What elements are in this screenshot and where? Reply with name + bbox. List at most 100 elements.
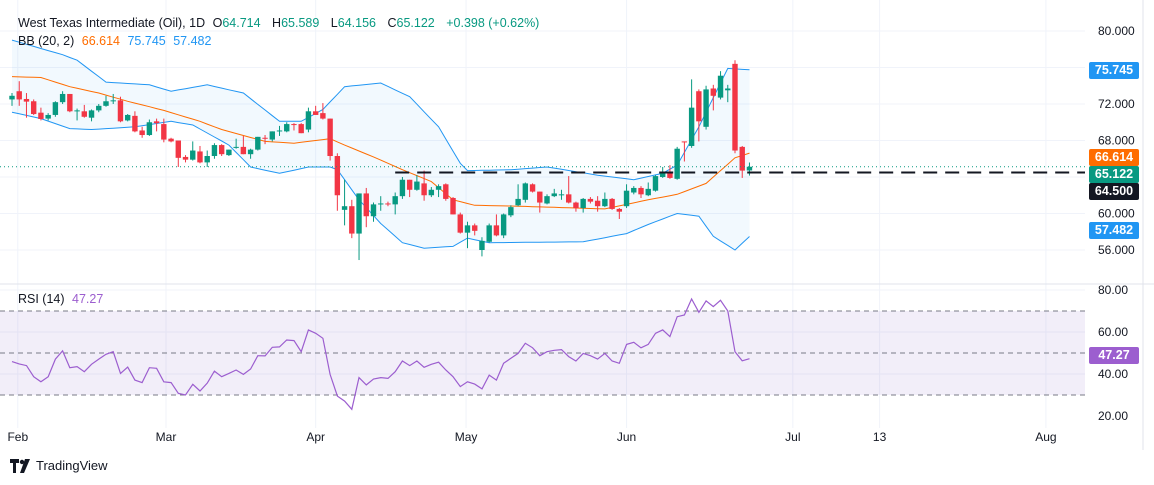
candle-body <box>464 225 471 233</box>
candle-body <box>197 151 203 163</box>
candle-body <box>652 176 659 191</box>
candle-body <box>537 191 543 203</box>
open-value: 64.714 <box>222 16 261 30</box>
price-tick-label: 56.000 <box>1098 243 1135 257</box>
candles <box>9 60 753 261</box>
candle-body <box>558 194 565 196</box>
price-tick-label: 80.000 <box>1098 24 1135 38</box>
candle-body <box>385 203 391 205</box>
candle-body <box>341 206 348 210</box>
level-badge: 64.500 <box>1089 183 1139 200</box>
price-tick-label: 60.000 <box>1098 207 1135 221</box>
candle-body <box>146 122 153 136</box>
candle-body <box>609 198 615 209</box>
rsi-line <box>11 297 750 411</box>
rsi-legend[interactable]: RSI (14) 47.27 <box>18 292 107 306</box>
candle-body <box>59 93 66 103</box>
candle-body <box>320 113 326 119</box>
candle-body <box>67 93 73 112</box>
time-tick-label: Mar <box>156 430 177 444</box>
candle-body <box>284 124 290 132</box>
candle-body <box>96 105 102 111</box>
candle-body <box>190 150 196 160</box>
bb-fill <box>12 40 750 250</box>
candle-body <box>443 184 449 199</box>
candle-body <box>479 240 485 250</box>
low-value: 64.156 <box>337 16 376 30</box>
bb-lower-badge: 57.482 <box>1089 222 1139 239</box>
candle-body <box>725 88 731 91</box>
candle-body <box>580 198 586 209</box>
rsi-badge: 47.27 <box>1089 347 1139 364</box>
candle-body <box>696 91 702 122</box>
price-tick-label: 68.000 <box>1098 134 1135 148</box>
high-value: 65.589 <box>281 16 320 30</box>
candle-body <box>226 149 232 156</box>
candle-body <box>710 88 717 96</box>
candle-body <box>269 131 275 140</box>
candle-body <box>262 137 268 139</box>
candle-body <box>623 190 630 207</box>
time-tick-label: May <box>455 430 478 444</box>
candle-body <box>45 114 51 119</box>
candle-body <box>378 203 384 205</box>
candle-body <box>616 208 623 212</box>
candle-body <box>168 138 174 142</box>
rsi-pane <box>0 297 1085 411</box>
rsi-tick-label: 60.00 <box>1098 325 1128 339</box>
time-tick-label: 13 <box>873 430 887 444</box>
candle-body <box>240 146 247 155</box>
symbol-legend: West Texas Intermediate (Oil), 1D O64.71… <box>18 16 540 30</box>
candle-body <box>291 124 297 126</box>
price-tick-label: 72.000 <box>1098 97 1135 111</box>
candle-body <box>703 89 709 127</box>
candle-body <box>110 100 116 102</box>
candle-body <box>356 193 362 234</box>
bb-label: BB (20, 2) <box>18 34 75 48</box>
grid <box>0 0 1154 450</box>
candle-body <box>9 95 15 100</box>
close-value: 65.122 <box>396 16 435 30</box>
candle-body <box>204 156 210 163</box>
candle-body <box>688 107 695 146</box>
candle-body <box>211 145 218 157</box>
candle-body <box>631 187 637 193</box>
candle-body <box>638 187 644 195</box>
candle-body <box>88 110 95 118</box>
candle-body <box>667 172 673 178</box>
candle-body <box>421 183 427 196</box>
candle-body <box>298 124 304 134</box>
bb-upper-line <box>11 39 750 181</box>
candle-body <box>182 156 189 160</box>
bb-legend[interactable]: BB (20, 2) 66.614 75.745 57.482 <box>18 34 215 48</box>
candle-body <box>522 183 529 200</box>
time-tick-label: Aug <box>1035 430 1056 444</box>
candle-body <box>74 110 80 112</box>
tradingview-logo-icon <box>10 458 30 473</box>
candle-body <box>255 136 261 150</box>
candle-body <box>124 114 131 121</box>
bb-lower-value: 57.482 <box>173 34 212 48</box>
candle-body <box>457 214 463 233</box>
candle-body <box>732 63 738 151</box>
candle-body <box>594 200 601 207</box>
candle-body <box>435 186 442 190</box>
candle-body <box>681 141 688 143</box>
bb-basis-badge: 66.614 <box>1089 149 1139 166</box>
candle-body <box>566 194 572 203</box>
change-value: +0.398 (+0.62%) <box>446 16 540 30</box>
candle-body <box>103 101 109 106</box>
rsi-tick-label: 80.00 <box>1098 283 1128 297</box>
candle-body <box>161 124 167 140</box>
candle-body <box>515 198 521 206</box>
candle-body <box>370 204 377 217</box>
candle-body <box>406 179 413 190</box>
candle-body <box>674 148 680 179</box>
candle-body <box>508 207 514 216</box>
tradingview-logo[interactable]: TradingView <box>10 458 108 473</box>
candle-body <box>746 166 753 171</box>
time-tick-label: Apr <box>306 430 325 444</box>
bb-upper-badge: 75.745 <box>1089 62 1139 79</box>
candle-body <box>153 121 160 124</box>
